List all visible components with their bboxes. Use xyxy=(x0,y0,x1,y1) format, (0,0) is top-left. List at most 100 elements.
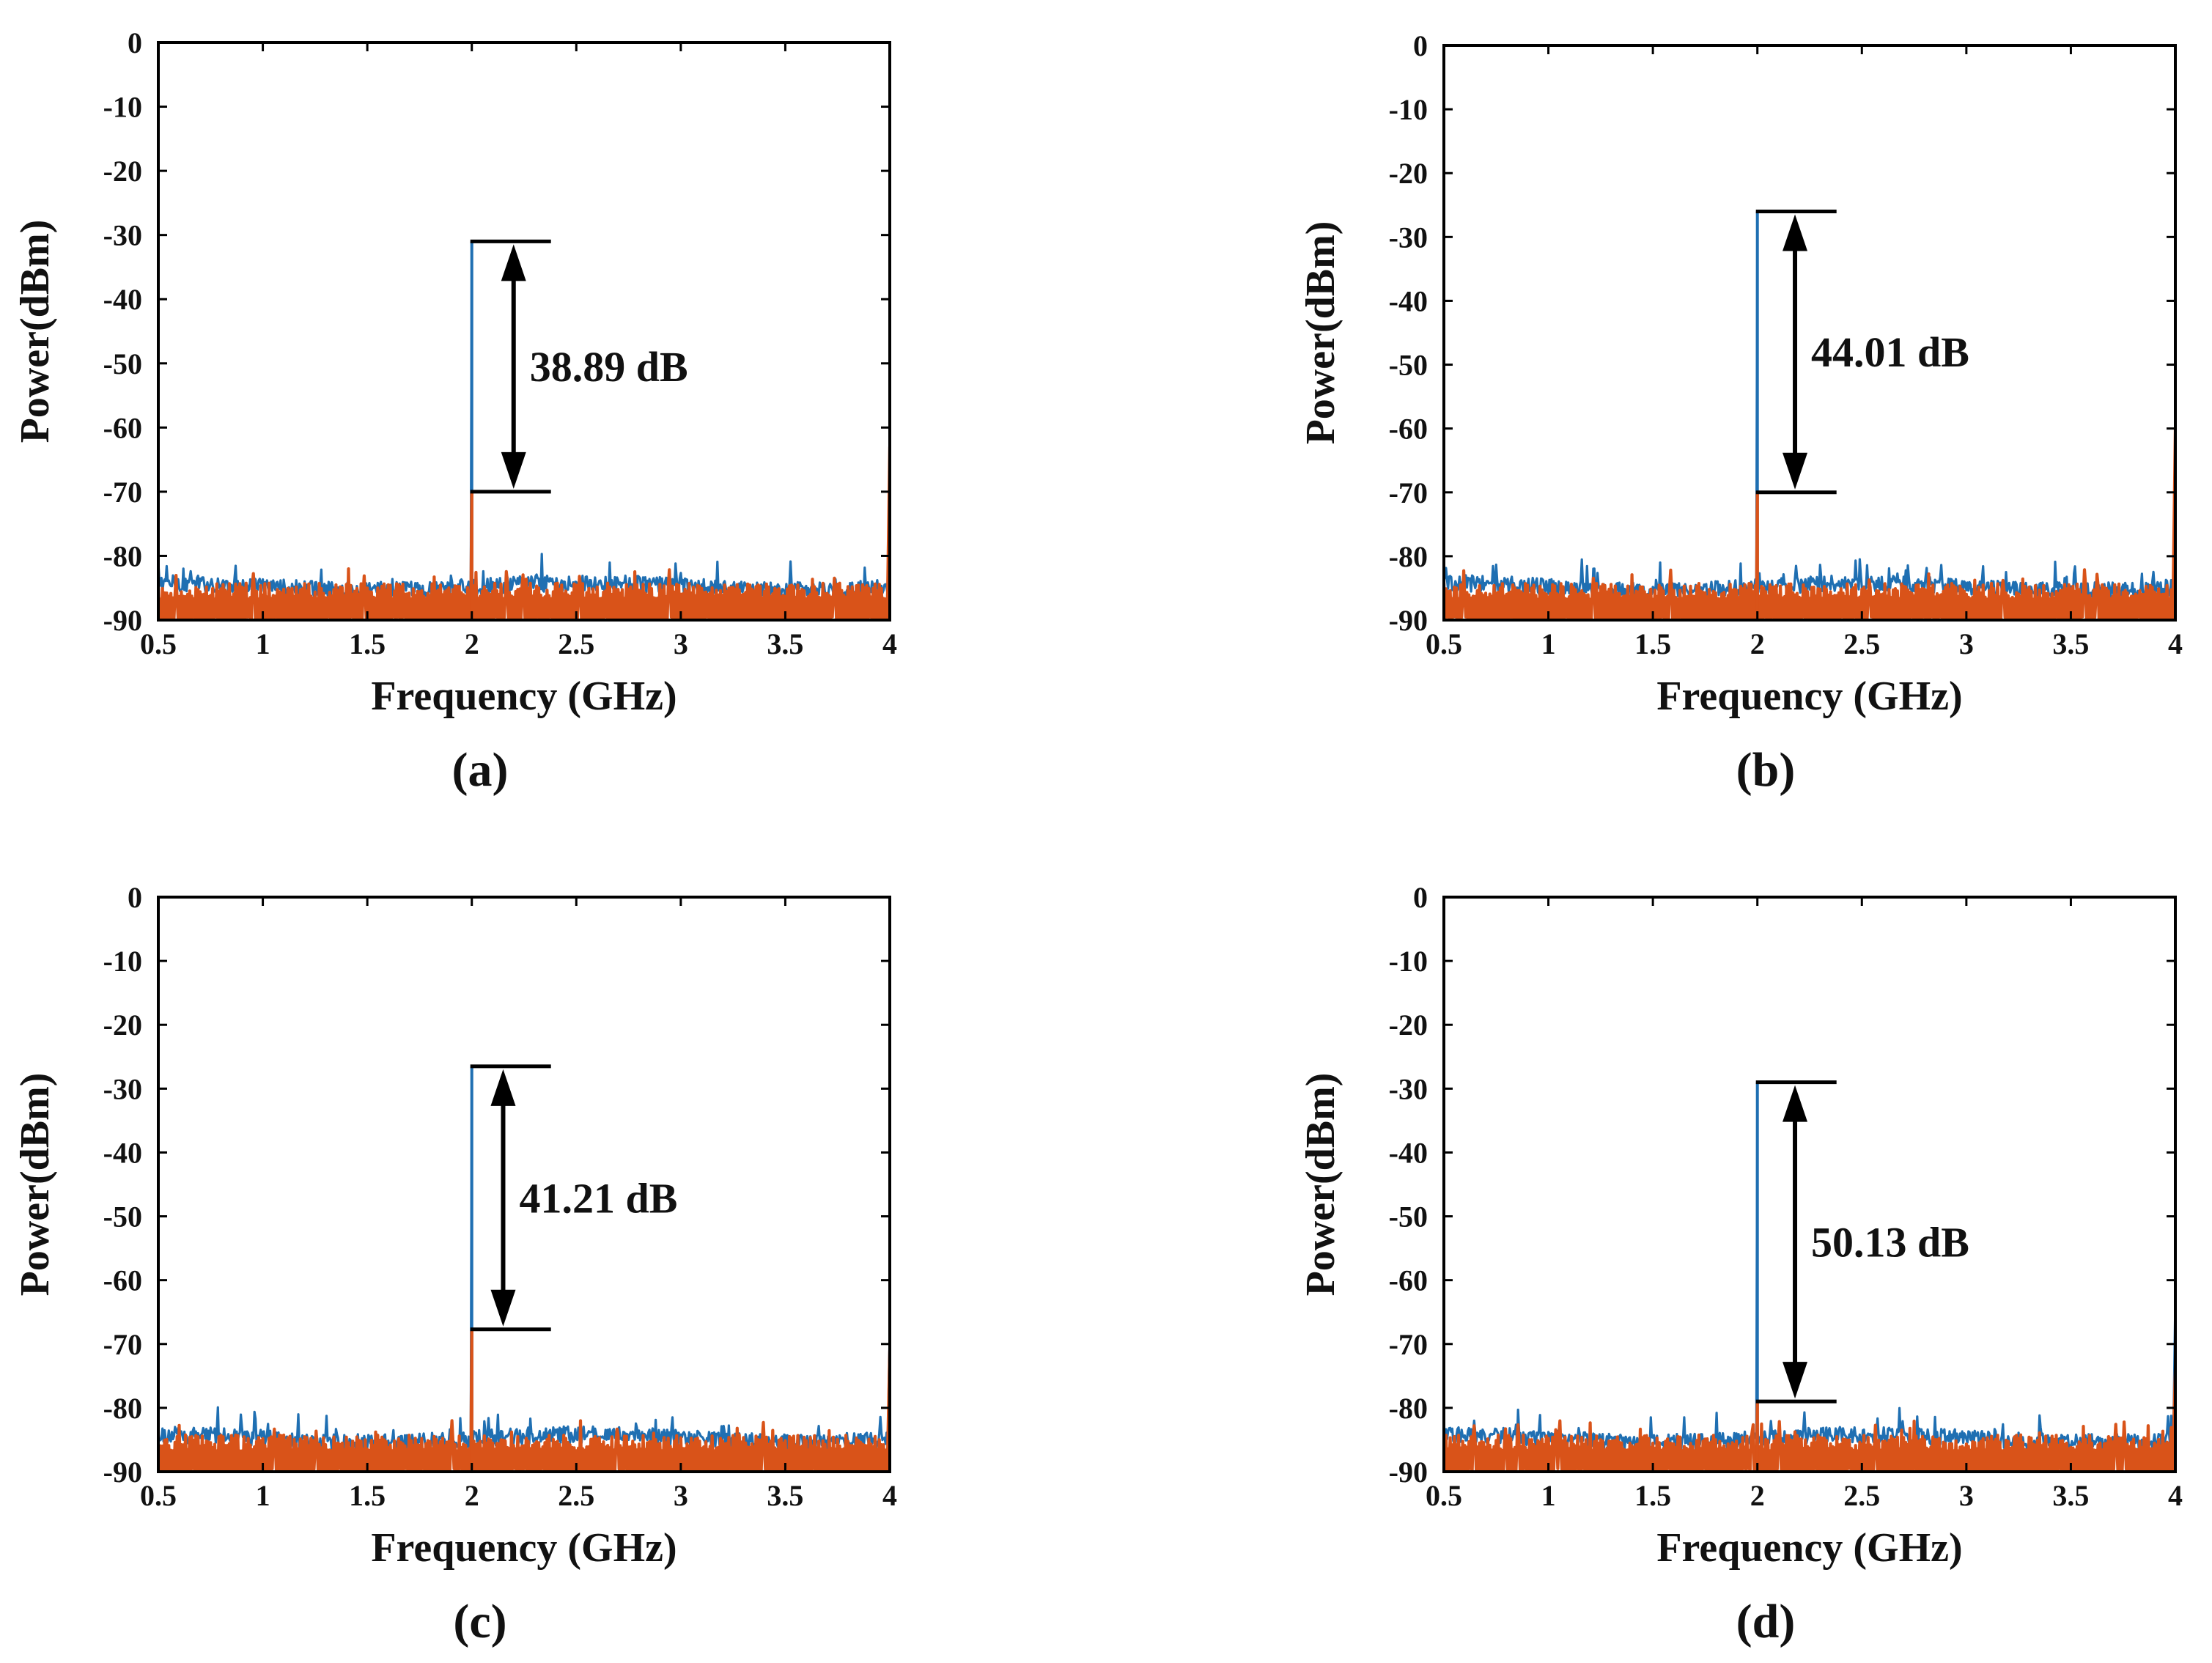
y-tick-label: -30 xyxy=(103,219,142,252)
x-axis-title: Frequency (GHz) xyxy=(371,674,676,719)
y-tick-label: -60 xyxy=(103,411,142,444)
blue-trace xyxy=(1444,210,2175,600)
x-tick-label: 3.5 xyxy=(2052,1479,2089,1512)
x-tick-label: 1.5 xyxy=(1634,627,1671,660)
annotation-label: 41.21 dB xyxy=(519,1174,677,1222)
y-tick-label: -60 xyxy=(1389,1264,1428,1297)
x-tick-label: 3.5 xyxy=(767,1479,803,1512)
x-tick-label: 1 xyxy=(1541,627,1556,660)
y-tick-label: -90 xyxy=(1389,604,1428,637)
y-axis-title: Power(dBm) xyxy=(12,1073,58,1297)
y-tick-label: -90 xyxy=(103,1456,142,1489)
y-tick-label: -90 xyxy=(1389,1456,1428,1489)
plot-frame xyxy=(157,41,891,622)
arrow-head-down-icon xyxy=(1782,1362,1808,1399)
y-tick-label: -10 xyxy=(1389,945,1428,978)
x-tick-label: 4 xyxy=(2168,1479,2183,1512)
traces xyxy=(1444,1081,2175,1472)
blue-trace xyxy=(158,1065,890,1452)
y-tick-label: -50 xyxy=(1389,1201,1428,1234)
traces xyxy=(158,1065,890,1472)
plot-frame xyxy=(1442,896,2177,1473)
y-tick-label: 0 xyxy=(128,881,142,914)
y-tick-label: -20 xyxy=(103,1009,142,1041)
arrow-head-down-icon xyxy=(490,1289,516,1327)
y-tick-label: -40 xyxy=(103,283,142,316)
y-tick-label: -70 xyxy=(1389,476,1428,509)
y-tick-label: -50 xyxy=(103,1201,142,1234)
x-tick-label: 2.5 xyxy=(1843,1479,1880,1512)
x-tick-label: 1.5 xyxy=(349,1479,386,1512)
difference-annotation: 38.89 dB xyxy=(470,239,688,494)
arrow-head-up-icon xyxy=(1782,1085,1808,1122)
y-tick-label: -70 xyxy=(103,1328,142,1361)
x-tick-label: 1.5 xyxy=(1634,1479,1671,1512)
y-tick-label: -30 xyxy=(103,1072,142,1105)
arrow-head-up-icon xyxy=(1782,214,1808,251)
x-tick-label: 3.5 xyxy=(2052,627,2089,660)
y-tick-label: -40 xyxy=(1389,284,1428,317)
y-tick-label: 0 xyxy=(1413,881,1428,914)
y-tick-label: -40 xyxy=(1389,1136,1428,1169)
x-tick-label: 3 xyxy=(674,627,688,660)
x-tick-label: 0.5 xyxy=(140,627,177,660)
arrow-head-up-icon xyxy=(501,244,526,281)
difference-annotation: 50.13 dB xyxy=(1755,1080,1969,1404)
arrow-head-up-icon xyxy=(490,1069,516,1106)
x-tick-label: 0.5 xyxy=(1426,1479,1462,1512)
x-tick-label: 1 xyxy=(256,1479,270,1512)
difference-annotation: 44.01 dB xyxy=(1755,209,1969,495)
y-tick-label: -30 xyxy=(1389,221,1428,254)
x-tick-label: 0.5 xyxy=(140,1479,177,1512)
x-tick-label: 2.5 xyxy=(558,627,594,660)
x-tick-label: 4 xyxy=(882,1479,897,1512)
panel-label: (c) xyxy=(453,1595,506,1648)
y-tick-label: -70 xyxy=(103,476,142,509)
y-tick-label: -70 xyxy=(1389,1328,1428,1361)
x-tick-label: 3 xyxy=(674,1479,688,1512)
y-tick-label: -30 xyxy=(1389,1072,1428,1105)
panel-label: (b) xyxy=(1736,743,1796,797)
panel-c: 0.5 1 1.5 2 2.5 3 3.5 4 0 -10 -20 -30 -40 -50 -60 -70 -8… xyxy=(12,881,897,1648)
x-tick-label: 3 xyxy=(1959,1479,1974,1512)
annotation-label: 50.13 dB xyxy=(1811,1218,1969,1266)
y-axis-title: Power(dBm) xyxy=(12,220,58,443)
annotation-label: 38.89 dB xyxy=(530,343,688,391)
annotation-label: 44.01 dB xyxy=(1811,328,1969,376)
x-axis-title: Frequency (GHz) xyxy=(371,1525,676,1571)
blue-trace xyxy=(158,240,890,600)
x-tick-label: 0.5 xyxy=(1426,627,1462,660)
orange-trace xyxy=(158,1330,890,1472)
x-axis-title: Frequency (GHz) xyxy=(1656,674,1962,719)
x-tick-label: 2 xyxy=(1750,627,1765,660)
x-tick-label: 1 xyxy=(256,627,270,660)
traces xyxy=(1444,210,2175,620)
y-tick-label: -60 xyxy=(103,1264,142,1297)
arrow-head-down-icon xyxy=(501,451,526,489)
x-tick-label: 2.5 xyxy=(558,1479,594,1512)
y-tick-label: -50 xyxy=(1389,349,1428,382)
y-axis-title: Power(dBm) xyxy=(1298,221,1343,445)
y-tick-label: -60 xyxy=(1389,413,1428,446)
plot-frame xyxy=(1442,44,2177,622)
x-tick-label: 3 xyxy=(1959,627,1974,660)
y-tick-label: -10 xyxy=(103,91,142,124)
plot-frame xyxy=(157,896,891,1473)
x-tick-label: 2.5 xyxy=(1843,627,1880,660)
panel-b: 0.5 1 1.5 2 2.5 3 3.5 4 0 -10 -20 -30 -40 -50 -60 -70 -8… xyxy=(1298,29,2183,797)
x-tick-label: 2 xyxy=(1750,1479,1765,1512)
y-tick-label: -40 xyxy=(103,1136,142,1169)
y-axis-title: Power(dBm) xyxy=(1298,1073,1343,1297)
panel-label: (a) xyxy=(452,743,509,797)
panel-label: (d) xyxy=(1736,1595,1796,1648)
traces xyxy=(158,240,890,620)
x-tick-label: 3.5 xyxy=(767,627,803,660)
x-tick-label: 4 xyxy=(882,627,897,660)
x-tick-label: 1.5 xyxy=(349,627,386,660)
y-tick-label: -80 xyxy=(103,539,142,572)
y-tick-label: -80 xyxy=(1389,540,1428,573)
panel-d: 0.5 1 1.5 2 2.5 3 3.5 4 0 -10 -20 -30 -40 -50 -60 -70 -8… xyxy=(1298,881,2183,1648)
x-tick-label: 2 xyxy=(465,627,479,660)
y-tick-label: -90 xyxy=(103,604,142,637)
